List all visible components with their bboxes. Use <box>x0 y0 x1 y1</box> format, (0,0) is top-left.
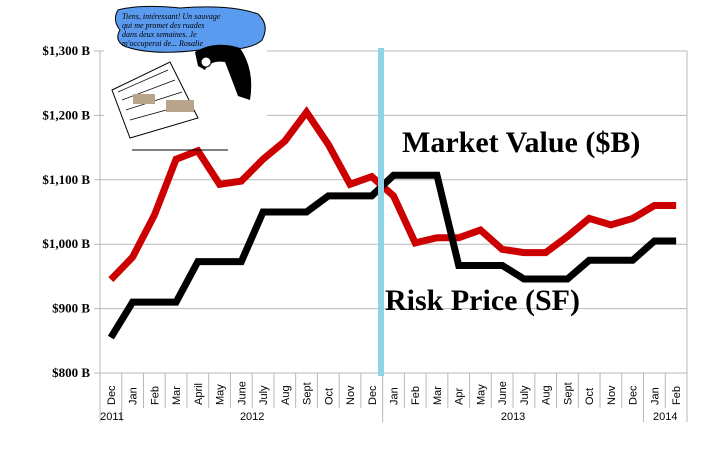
annotation-market-value: Market Value ($B) <box>402 126 640 159</box>
y-tick-label: $1,300 B <box>42 43 90 58</box>
year-label: 2014 <box>653 411 677 423</box>
x-tick-label: July <box>519 385 531 405</box>
x-tick-label: Dec <box>106 385 118 405</box>
x-tick-label: Feb <box>671 386 683 405</box>
x-tick-label: Jan <box>649 387 661 405</box>
x-tick-label: Nov <box>606 385 618 405</box>
x-tick-label: Jan <box>389 387 401 405</box>
x-tick-label: Apr <box>454 388 466 405</box>
cartoon-speech-line: m'occuperai de... Rosalie <box>122 39 203 48</box>
x-tick-label: Feb <box>410 386 422 405</box>
cartoon-illustration: Tiens, intéressant! Un sauvage qui me pr… <box>104 5 267 151</box>
x-tick-label: Dec <box>367 385 379 405</box>
x-tick-label: Sept <box>302 382 314 405</box>
x-axis: Dec Jan Feb Mar April May June July Aug Sept Oct No… <box>99 373 688 423</box>
y-tick-label: $1,100 B <box>42 172 90 187</box>
y-tick-label: $1,000 B <box>42 236 90 251</box>
x-tick-label: Oct <box>323 388 335 405</box>
year-label: 2013 <box>501 411 525 423</box>
cartoon-speech-line: Tiens, intéressant! Un sauvage <box>122 12 221 21</box>
y-axis: $800 B $900 B $1,000 B $1,100 B $1,200 B $1,3… <box>42 43 90 380</box>
x-tick-label: Sept <box>562 382 574 405</box>
year-label: 2011 <box>100 411 124 423</box>
y-tick-label: $900 B <box>52 301 90 316</box>
x-tick-label: Feb <box>149 386 161 405</box>
x-tick-label: Dec <box>628 385 640 405</box>
x-tick-label: Jan <box>128 387 140 405</box>
x-tick-label: Oct <box>584 388 596 405</box>
y-tick-label: $1,200 B <box>42 107 90 122</box>
x-tick-label: Nov <box>345 385 357 405</box>
x-tick-label: Aug <box>280 385 292 405</box>
x-tick-label: July <box>258 385 270 405</box>
x-tick-label: April <box>193 383 205 405</box>
series-lines <box>107 106 677 340</box>
x-tick-label: May <box>475 384 487 405</box>
x-tick-label: June <box>236 381 248 405</box>
cartoon-speech-line: dans deux semaines. Je <box>122 30 197 39</box>
x-tick-label: Mar <box>432 386 444 405</box>
cartoon-speech-line: qui me promet des ruades <box>122 21 204 30</box>
x-tick-label: May <box>215 384 227 405</box>
x-tick-label: Aug <box>541 385 553 405</box>
y-tick-label: $800 B <box>52 365 90 380</box>
x-tick-label: June <box>497 381 509 405</box>
x-tick-label: Mar <box>171 386 183 405</box>
annotation-risk-price: Risk Price (SF) <box>385 284 580 317</box>
year-label: 2012 <box>240 411 264 423</box>
